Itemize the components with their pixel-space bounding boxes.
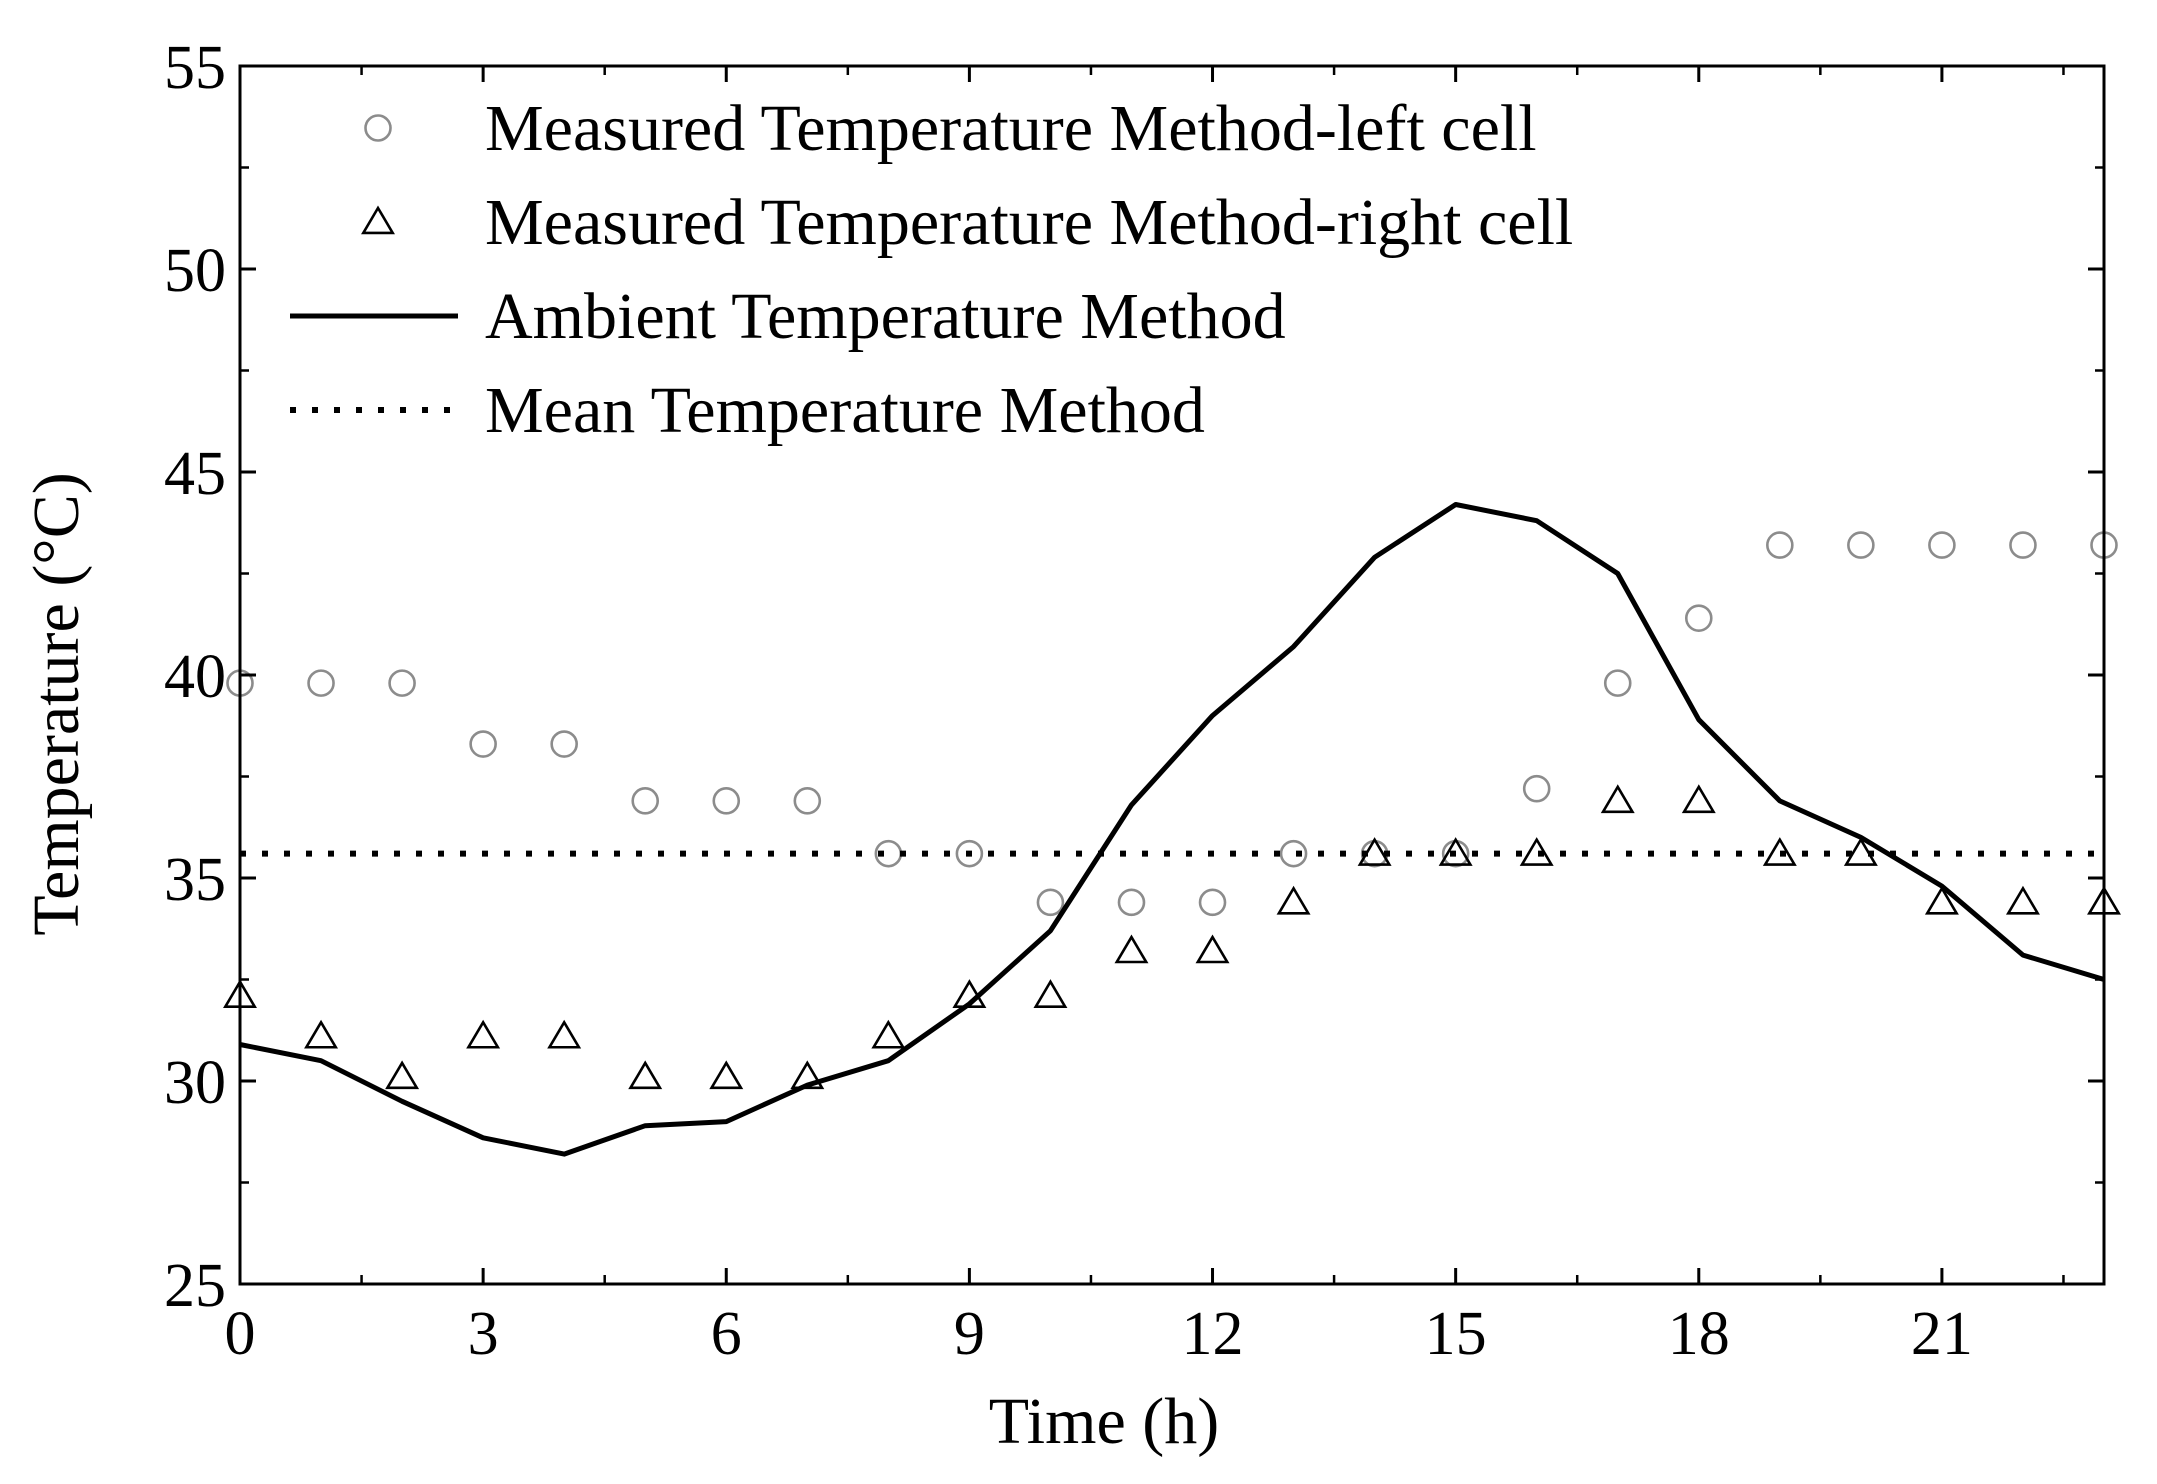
triangle-marker: [1681, 784, 1716, 814]
circle-marker: [1198, 888, 1227, 917]
plot-marks: [223, 502, 2121, 1157]
triangle-marker: [385, 1060, 420, 1090]
legend-entry: Ambient Temperature Method: [290, 280, 1286, 353]
circle-marker: [1928, 531, 1956, 559]
triangle-marker: [361, 205, 395, 235]
triangle-marker: [1276, 885, 1311, 915]
triangle-marker: [1519, 837, 1554, 866]
circle-marker: [1279, 839, 1308, 868]
triangle-marker: [1924, 885, 1959, 915]
circle-marker: [1522, 774, 1551, 803]
circle-marker: [2009, 531, 2037, 559]
axes: 25 30 35 40 45 50 55 0 3 6 9 12 15 18 21: [164, 34, 2106, 1368]
triangle-marker: [2005, 885, 2040, 915]
circle-marker: [364, 114, 392, 142]
circle-marker: [1603, 669, 1632, 697]
circle-marker: [1036, 888, 1065, 917]
triangle-marker: [1195, 934, 1230, 964]
circle-marker: [469, 730, 497, 758]
circle-marker: [550, 730, 578, 758]
triangle-marker: [1600, 784, 1635, 814]
ambient-line: [239, 502, 2105, 1157]
y-tick-label: 40: [164, 643, 226, 711]
triangle-marker: [1762, 837, 1797, 866]
y-tick-label: 45: [164, 440, 226, 508]
y-axis-label: Temperature (°C): [20, 472, 93, 935]
circle-marker: [1684, 604, 1713, 632]
y-tick-label: 30: [164, 1049, 226, 1117]
x-axis-label: Time (h): [989, 1385, 1219, 1458]
circle-marker: [793, 787, 822, 815]
triangle-marker: [304, 1019, 339, 1049]
x-tick-label: 3: [468, 1300, 499, 1368]
x-tick-label: 18: [1668, 1300, 1730, 1368]
triangle-marker: [1114, 934, 1149, 964]
series-ambient-temperature-method: [239, 502, 2105, 1157]
legend-label: Measured Temperature Method-left cell: [485, 92, 1537, 165]
x-tick-label: 0: [225, 1300, 256, 1368]
x-tick-label: 6: [711, 1300, 742, 1368]
legend-label: Mean Temperature Method: [485, 374, 1205, 447]
triangle-marker: [1033, 979, 1068, 1008]
circle-marker: [1847, 531, 1875, 559]
x-tick-label: 9: [954, 1300, 985, 1368]
circle-marker: [955, 839, 984, 868]
triangle-marker: [1438, 837, 1473, 866]
y-tick-label: 55: [164, 34, 226, 102]
triangle-marker: [628, 1060, 663, 1090]
circle-marker: [1766, 531, 1794, 559]
circle-marker: [1117, 888, 1146, 917]
triangle-marker: [871, 1019, 906, 1049]
triangle-marker: [709, 1060, 744, 1090]
series-measured-temperature-method-right-cell: [223, 784, 2121, 1090]
legend-label: Measured Temperature Method-right cell: [485, 186, 1573, 259]
triangle-marker: [790, 1060, 825, 1090]
triangle-marker: [547, 1019, 582, 1049]
circle-marker: [712, 787, 741, 815]
x-tick-label: 15: [1425, 1300, 1487, 1368]
legend: Measured Temperature Method-left cell Mea…: [290, 92, 1573, 447]
x-tick-label: 12: [1182, 1300, 1244, 1368]
legend-label: Ambient Temperature Method: [485, 280, 1286, 353]
triangle-marker: [466, 1019, 501, 1049]
circle-marker: [631, 787, 660, 815]
x-tick-label: 21: [1911, 1300, 1973, 1368]
legend-entry: Measured Temperature Method-left cell: [364, 92, 1537, 165]
y-tick-label: 50: [164, 237, 226, 305]
circle-marker: [388, 669, 416, 697]
legend-entry: Mean Temperature Method: [290, 374, 1205, 447]
series-measured-temperature-method-left-cell: [226, 531, 2118, 917]
y-tick-label: 35: [164, 846, 226, 914]
circle-marker: [307, 669, 335, 697]
legend-entry: Measured Temperature Method-right cell: [361, 186, 1573, 259]
y-tick-label: 25: [164, 1252, 226, 1320]
